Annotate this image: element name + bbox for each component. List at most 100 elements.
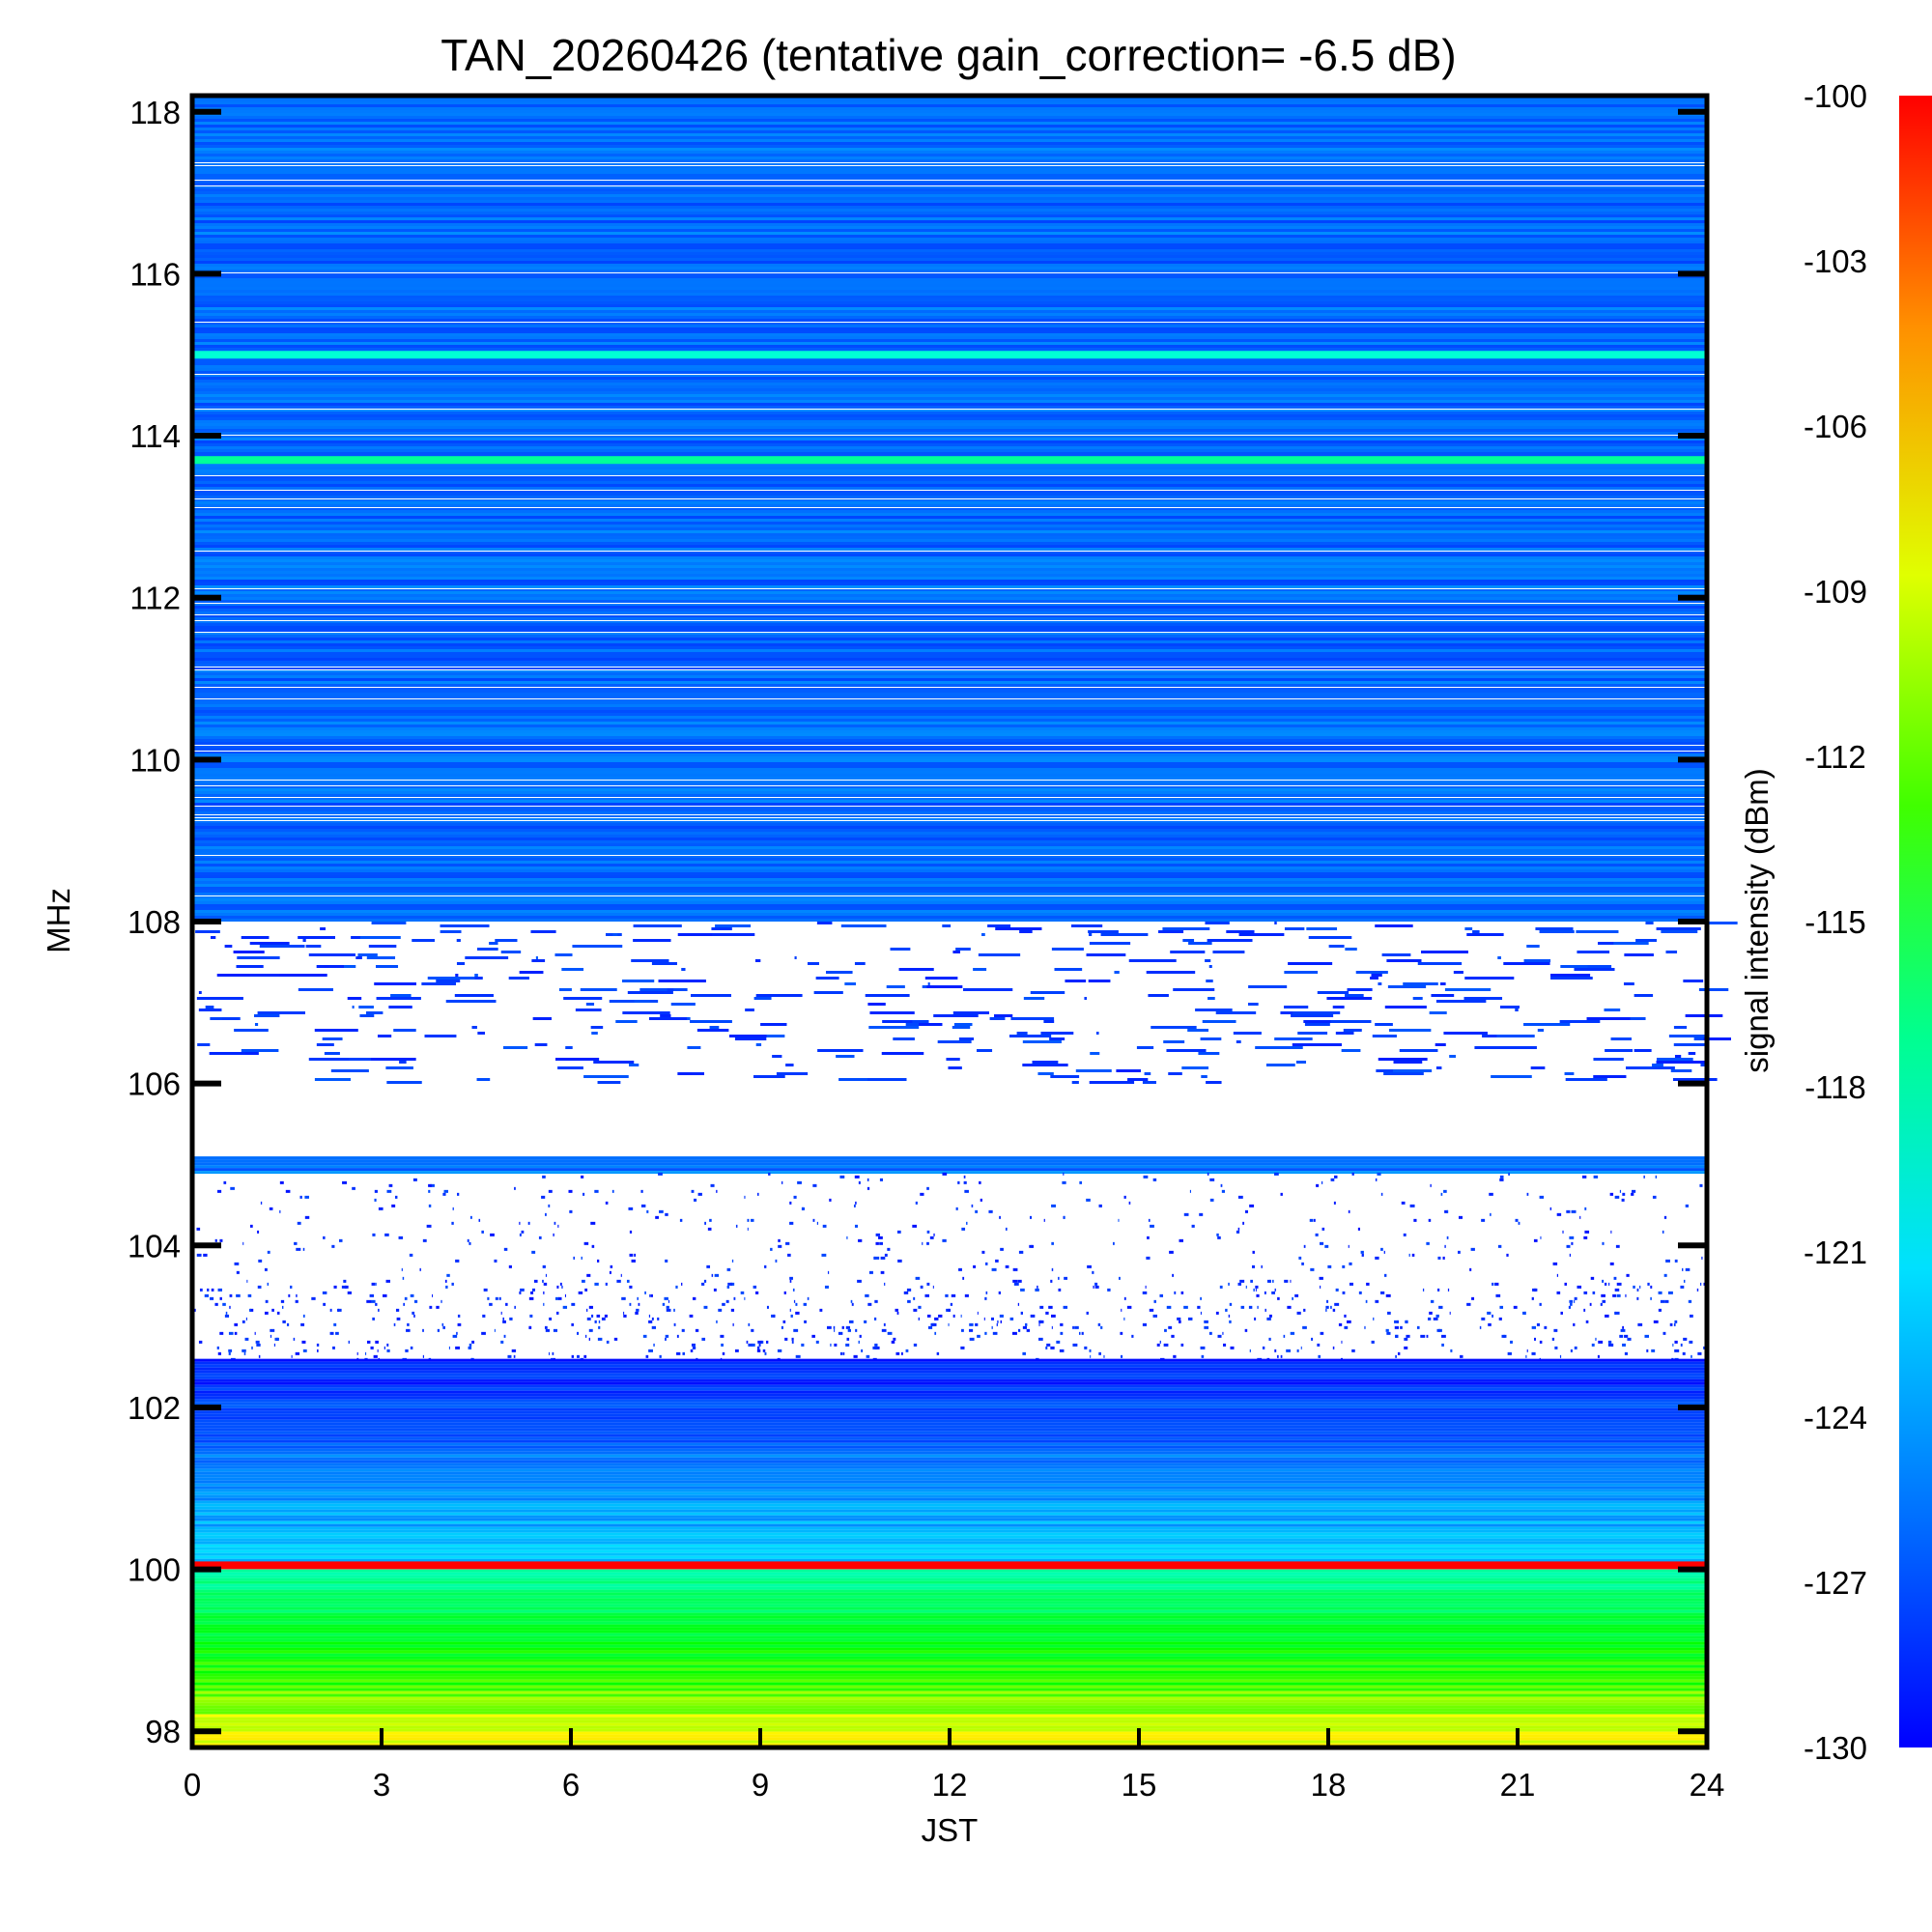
heatmap-cell bbox=[1120, 1354, 1123, 1358]
heatmap-cell bbox=[377, 1349, 379, 1352]
heatmap-cell bbox=[864, 1320, 867, 1323]
heatmap-cell bbox=[520, 1288, 525, 1292]
heatmap-row bbox=[192, 716, 1707, 719]
heatmap-cell bbox=[764, 1264, 767, 1268]
heatmap-cell bbox=[668, 1299, 670, 1303]
heatmap-cell bbox=[1131, 1334, 1134, 1338]
heatmap-cell bbox=[1404, 1346, 1408, 1350]
heatmap-row bbox=[192, 1454, 1707, 1458]
heatmap-cell bbox=[1252, 1250, 1255, 1254]
heatmap-row bbox=[192, 194, 1707, 197]
heatmap-row bbox=[192, 209, 1707, 212]
heatmap-cell bbox=[1403, 1233, 1406, 1236]
heatmap-gap bbox=[192, 820, 1707, 821]
heatmap-cell bbox=[1225, 1308, 1228, 1312]
heatmap-row bbox=[192, 212, 1707, 214]
heatmap-cell bbox=[314, 1078, 351, 1081]
heatmap-cell bbox=[1645, 922, 1654, 924]
heatmap-cell bbox=[1146, 971, 1196, 974]
heatmap-cell bbox=[1128, 959, 1177, 962]
heatmap-cell bbox=[1229, 1302, 1233, 1306]
heatmap-cell bbox=[836, 1055, 855, 1058]
heatmap-cell bbox=[366, 1340, 371, 1344]
heatmap-cell bbox=[430, 1183, 435, 1187]
heatmap-cell bbox=[1257, 1305, 1259, 1309]
heatmap-cell bbox=[343, 1279, 347, 1283]
heatmap-cell bbox=[204, 1293, 210, 1297]
y-tick-label: 102 bbox=[128, 1390, 181, 1426]
heatmap-row bbox=[192, 742, 1707, 745]
heatmap-row bbox=[192, 675, 1707, 678]
heatmap-cell bbox=[1463, 997, 1503, 1000]
heatmap-cell bbox=[436, 980, 461, 982]
heatmap-cell bbox=[766, 1305, 769, 1309]
heatmap-cell bbox=[1065, 980, 1087, 982]
heatmap-row bbox=[192, 817, 1707, 820]
heatmap-cell bbox=[605, 1201, 609, 1205]
heatmap-cell bbox=[1674, 1055, 1682, 1058]
heatmap-row bbox=[192, 383, 1707, 385]
heatmap-cell bbox=[1690, 1314, 1693, 1318]
heatmap-cell bbox=[1090, 1354, 1092, 1358]
heatmap-cell bbox=[697, 1192, 702, 1196]
heatmap-cell bbox=[1038, 1322, 1040, 1326]
heatmap-cell bbox=[1159, 1340, 1161, 1344]
heatmap-row bbox=[192, 177, 1707, 180]
heatmap-cell bbox=[1683, 980, 1704, 982]
heatmap-cell bbox=[816, 922, 833, 924]
heatmap-cell bbox=[455, 974, 459, 977]
heatmap-cell bbox=[807, 962, 819, 965]
heatmap-cell bbox=[1522, 1311, 1526, 1315]
heatmap-row bbox=[192, 281, 1707, 284]
heatmap-cell bbox=[676, 1334, 679, 1338]
heatmap-cell bbox=[498, 1296, 501, 1300]
heatmap-cell bbox=[476, 948, 498, 951]
heatmap-cell bbox=[591, 1032, 598, 1035]
heatmap-cell bbox=[1438, 1328, 1442, 1332]
heatmap-cell bbox=[1064, 1276, 1068, 1280]
heatmap-cell bbox=[494, 1259, 497, 1263]
heatmap-cell bbox=[1303, 1020, 1346, 1023]
heatmap-cell bbox=[1292, 1296, 1293, 1300]
heatmap-row bbox=[192, 469, 1707, 472]
heatmap-row bbox=[192, 1690, 1707, 1694]
heatmap-row bbox=[192, 180, 1707, 183]
heatmap-cell bbox=[1457, 1250, 1461, 1254]
heatmap-cell bbox=[866, 1354, 870, 1358]
heatmap-cell bbox=[1607, 1343, 1613, 1347]
heatmap-row bbox=[192, 1722, 1707, 1726]
heatmap-cell bbox=[1690, 1354, 1692, 1358]
heatmap-cell bbox=[628, 1207, 634, 1210]
heatmap-row bbox=[192, 895, 1707, 898]
heatmap-cell bbox=[985, 1291, 988, 1294]
heatmap-gap bbox=[192, 751, 1707, 752]
heatmap-cell bbox=[782, 1320, 786, 1323]
heatmap-cell bbox=[1665, 951, 1678, 953]
heatmap-cell bbox=[553, 1233, 554, 1236]
heatmap-cell bbox=[720, 1334, 724, 1338]
heatmap-cell bbox=[987, 924, 1011, 927]
heatmap-cell bbox=[1581, 1175, 1587, 1179]
heatmap-cell bbox=[1317, 991, 1350, 994]
heatmap-cell bbox=[1450, 1349, 1453, 1352]
x-tick-label: 3 bbox=[373, 1767, 390, 1803]
heatmap-cell bbox=[597, 1081, 621, 1084]
heatmap-row bbox=[192, 1667, 1707, 1671]
heatmap-row bbox=[192, 829, 1707, 832]
heatmap-cell bbox=[1466, 1302, 1471, 1306]
heatmap-cell bbox=[1070, 924, 1103, 927]
heatmap-cell bbox=[375, 1302, 378, 1306]
heatmap-cell bbox=[1427, 1317, 1432, 1321]
heatmap-cell bbox=[926, 1314, 931, 1318]
heatmap-cell bbox=[1601, 1293, 1604, 1297]
heatmap-cell bbox=[946, 1308, 951, 1312]
heatmap-cell bbox=[1593, 1175, 1599, 1179]
heatmap-cell bbox=[873, 1256, 876, 1260]
heatmap-row bbox=[192, 435, 1707, 438]
heatmap-cell bbox=[1127, 1078, 1149, 1081]
heatmap-cell bbox=[751, 1328, 754, 1332]
heatmap-cell bbox=[1304, 1023, 1330, 1026]
heatmap-cell bbox=[1151, 1026, 1197, 1029]
heatmap-cell bbox=[1202, 1020, 1236, 1023]
heatmap-cell bbox=[1393, 1061, 1423, 1064]
